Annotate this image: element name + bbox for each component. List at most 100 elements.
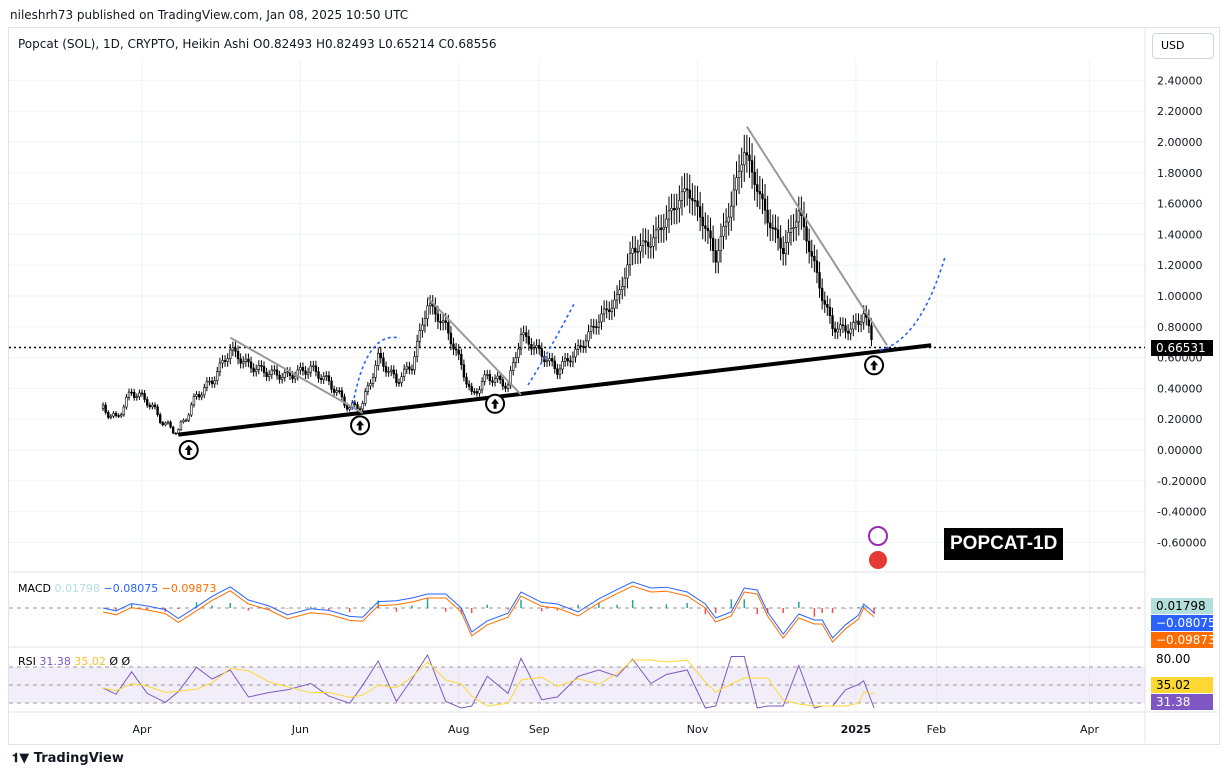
candle-body bbox=[849, 328, 852, 334]
y-tick-label: 1.60000 bbox=[1157, 198, 1203, 211]
candle-body bbox=[696, 200, 699, 207]
candle-body bbox=[701, 216, 704, 227]
candle-body bbox=[268, 374, 271, 377]
candle-body bbox=[680, 191, 684, 201]
rsi-level-label: 80.00 bbox=[1156, 652, 1191, 666]
candle-body bbox=[737, 170, 741, 178]
x-tick-label: Sep bbox=[529, 723, 550, 736]
candle-body bbox=[130, 391, 133, 394]
candle-body bbox=[338, 390, 341, 392]
candle-body bbox=[631, 247, 634, 254]
candle-body bbox=[623, 277, 627, 287]
candle-body bbox=[483, 374, 486, 382]
candle-body bbox=[182, 419, 185, 423]
candle-body bbox=[148, 404, 151, 408]
candle-body bbox=[291, 375, 294, 380]
candle-body bbox=[353, 402, 357, 405]
y-tick-label: 1.00000 bbox=[1157, 290, 1203, 303]
candle-body bbox=[327, 375, 331, 382]
candle-body bbox=[574, 348, 577, 358]
candle-body bbox=[722, 226, 725, 237]
candle-body bbox=[280, 377, 284, 380]
candle-body bbox=[190, 404, 193, 416]
candle-body bbox=[262, 366, 266, 373]
candle-body bbox=[714, 250, 717, 263]
candle-body bbox=[299, 367, 302, 371]
candle-body bbox=[226, 358, 229, 362]
candle-body bbox=[415, 340, 419, 357]
candle-body bbox=[647, 241, 650, 247]
candle-body bbox=[441, 320, 445, 324]
candle-body bbox=[610, 307, 614, 313]
candle-body bbox=[371, 377, 375, 384]
candle-body bbox=[761, 193, 764, 200]
candle-body bbox=[436, 313, 440, 322]
candle-body bbox=[654, 229, 658, 239]
candle-body bbox=[540, 348, 543, 357]
x-tick-label: Jun bbox=[291, 723, 309, 736]
candle-body bbox=[584, 340, 588, 347]
macd-value: −0.08075 bbox=[103, 582, 159, 595]
candle-body bbox=[114, 412, 118, 416]
candle-body bbox=[571, 356, 575, 363]
tradingview-logo[interactable]: 𝟏▼ TradingView bbox=[12, 751, 124, 766]
candle-body bbox=[312, 365, 315, 368]
candle-body bbox=[870, 325, 873, 340]
candle-body bbox=[213, 380, 216, 385]
candle-body bbox=[854, 320, 858, 323]
y-tick-label: 0.00000 bbox=[1157, 444, 1203, 457]
candle-body bbox=[766, 209, 769, 224]
candle-body bbox=[561, 361, 564, 370]
candle-body bbox=[426, 305, 429, 319]
y-tick-label: -0.40000 bbox=[1157, 506, 1206, 519]
candle-body bbox=[260, 365, 263, 367]
candle-body bbox=[704, 225, 707, 229]
candle-body bbox=[283, 372, 286, 378]
current-price-label: 0.66531 bbox=[1151, 340, 1213, 356]
candle-body bbox=[818, 272, 821, 289]
support-trendline bbox=[178, 343, 932, 437]
candle-body bbox=[364, 391, 367, 404]
candle-body bbox=[756, 184, 759, 192]
candle-body bbox=[794, 221, 798, 228]
candle-body bbox=[553, 360, 556, 370]
candle-body bbox=[782, 247, 785, 255]
candle-body bbox=[846, 331, 850, 334]
candle-body bbox=[587, 331, 590, 342]
candle-body bbox=[743, 152, 746, 166]
candle-body bbox=[366, 385, 370, 392]
candle-body bbox=[826, 303, 829, 308]
candle-body bbox=[265, 372, 268, 377]
chart-frame[interactable] bbox=[8, 27, 1220, 745]
candle-body bbox=[563, 358, 567, 362]
x-tick-label: Nov bbox=[687, 723, 709, 736]
candle-body bbox=[161, 422, 164, 426]
rsi-extra1: Ø bbox=[109, 655, 119, 668]
candle-body bbox=[519, 334, 523, 350]
y-tick-label: 2.00000 bbox=[1157, 136, 1203, 149]
macd-label: −0.08075 bbox=[1151, 615, 1216, 631]
arrow-up-glyph bbox=[870, 360, 879, 371]
rsi-label: 31.38 bbox=[1151, 694, 1213, 710]
rsi-line bbox=[102, 653, 875, 709]
macd-signal-label: −0.09873 bbox=[1151, 632, 1216, 648]
candle-body bbox=[374, 365, 377, 378]
candle-body bbox=[392, 369, 396, 375]
candle-body bbox=[740, 164, 743, 172]
candle-body bbox=[678, 200, 681, 209]
candle-body bbox=[361, 403, 364, 410]
candle-body bbox=[499, 375, 502, 381]
candle-body bbox=[164, 422, 167, 426]
candle-body bbox=[535, 345, 538, 348]
candle-body bbox=[249, 361, 253, 369]
macd-signal-value: −0.09873 bbox=[161, 582, 217, 595]
candle-body bbox=[390, 369, 393, 372]
candle-body bbox=[675, 207, 678, 211]
candle-body bbox=[480, 381, 484, 391]
currency-button[interactable]: USD bbox=[1152, 33, 1214, 59]
candle-body bbox=[473, 391, 476, 393]
candle-body bbox=[421, 324, 424, 331]
candle-body bbox=[397, 382, 401, 384]
candle-body bbox=[776, 229, 780, 239]
